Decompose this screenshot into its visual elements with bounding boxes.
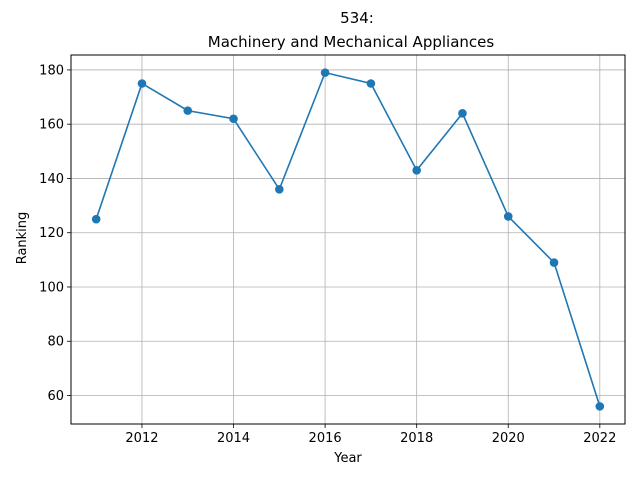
x-tick-label: 2020	[492, 431, 525, 446]
data-point	[458, 109, 467, 118]
y-axis-label: Ranking	[15, 212, 30, 265]
y-tick-label: 120	[39, 226, 64, 241]
data-point	[549, 258, 559, 267]
data-point	[595, 402, 605, 411]
x-axis-ticks: 2012 2014 2016 2018 2020 2022	[125, 424, 616, 446]
data-point	[91, 214, 101, 224]
y-tick-label: 160	[39, 118, 64, 133]
y-tick-label: 100	[39, 280, 64, 295]
x-tick-label: 2016	[309, 431, 342, 446]
data-point	[183, 106, 193, 115]
y-tick-label: 80	[47, 335, 64, 350]
x-tick-label: 2018	[400, 431, 433, 446]
series-line-layer	[91, 68, 605, 411]
data-point	[275, 185, 284, 194]
y-tick-label: 60	[47, 389, 64, 404]
data-point	[320, 68, 330, 77]
x-tick-label: 2022	[583, 431, 616, 446]
x-tick-label: 2014	[217, 431, 250, 446]
y-axis-ticks: 60 80 100 120 140 160 180	[39, 63, 71, 404]
chart-title-line-1: 534:	[340, 9, 374, 27]
series-line	[95, 71, 601, 407]
data-point	[229, 114, 238, 124]
data-point	[412, 166, 421, 175]
grid-lines	[71, 55, 625, 424]
data-point	[503, 212, 513, 221]
chart-title-line-2: Machinery and Mechanical Appliances	[208, 33, 495, 51]
y-tick-label: 140	[39, 172, 64, 187]
data-point	[366, 79, 376, 88]
x-tick-label: 2012	[125, 431, 158, 446]
plot-area-frame	[70, 54, 626, 425]
y-tick-label: 180	[39, 63, 64, 78]
x-axis-label: Year	[333, 451, 362, 466]
data-point	[137, 79, 147, 88]
